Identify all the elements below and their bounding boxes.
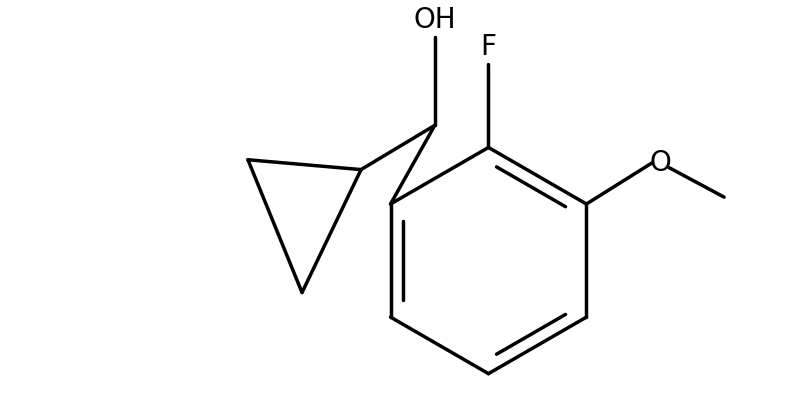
Text: F: F <box>481 33 497 61</box>
Text: O: O <box>650 149 671 177</box>
Text: OH: OH <box>413 6 456 34</box>
